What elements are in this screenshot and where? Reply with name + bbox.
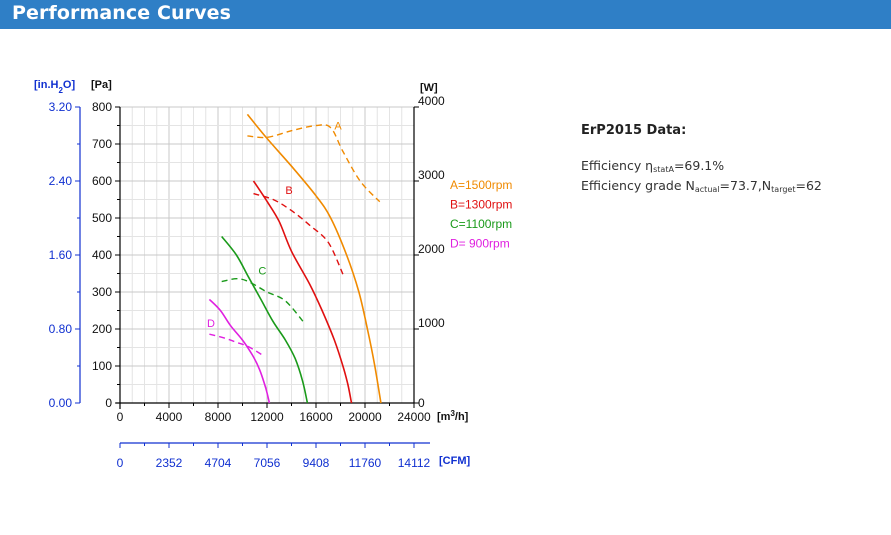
- efficiency-line: Efficiency ηstatA=69.1%: [581, 158, 822, 178]
- chart-legend: A=1500rpm B=1300rpm C=1100rpm D= 900rpm: [450, 178, 512, 251]
- pa-tick-label: 300: [92, 285, 112, 299]
- cfm-tick-label: 7056: [254, 456, 281, 470]
- w-tick-label: 0: [418, 396, 425, 410]
- inh2o-tick-label: 1.60: [49, 248, 73, 262]
- pa-tick-label: 800: [92, 100, 112, 114]
- pressure-curve-a: [246, 113, 382, 404]
- legend-entry-d: D= 900rpm: [450, 237, 510, 251]
- pa-tick-label: 700: [92, 137, 112, 151]
- curve-label-c: C: [258, 266, 266, 278]
- title-bar: Performance Curves: [0, 0, 891, 29]
- cfm-unit-label: [CFM]: [439, 455, 470, 467]
- grade-target-subscript: target: [771, 185, 796, 194]
- cfm-tick-label: 9408: [303, 456, 330, 470]
- cfm-tick-label: 14112: [398, 456, 431, 470]
- efficiency-value: =69.1%: [673, 158, 725, 173]
- inh2o-unit-label: [in.H2O]: [34, 79, 75, 95]
- grade-value: =62: [795, 178, 822, 193]
- pa-tick-label: 100: [92, 359, 112, 373]
- power-curve-a: [247, 124, 381, 203]
- cfm-tick-label: 0: [117, 456, 124, 470]
- power-curve-b: [253, 192, 344, 275]
- m3h-tick-label: 16000: [299, 410, 333, 424]
- cfm-tick-label: 2352: [156, 456, 183, 470]
- inh2o-tick-label: 3.20: [49, 100, 73, 114]
- grade-actual-subscript: actual: [694, 185, 720, 194]
- grade-mid: =73.7,N: [719, 178, 772, 193]
- curve-label-d: D: [207, 318, 215, 330]
- w-tick-label: 1000: [418, 316, 445, 330]
- inh2o-tick-label: 2.40: [49, 174, 73, 188]
- power-curve-c: [221, 277, 306, 325]
- legend-entry-a: A=1500rpm: [450, 178, 512, 192]
- erp-heading: ErP2015 Data:: [581, 123, 687, 138]
- m3h-tick-label: 8000: [205, 410, 232, 424]
- m3h-tick-label: 20000: [348, 410, 382, 424]
- pa-tick-label: 400: [92, 248, 112, 262]
- pa-tick-label: 0: [105, 396, 112, 410]
- inh2o-tick-label: 0.80: [49, 322, 73, 336]
- m3h-unit-label: [m3/h]: [437, 409, 469, 424]
- cfm-tick-label: 11760: [349, 456, 382, 470]
- efficiency-subscript: statA: [653, 165, 674, 174]
- curve-label-b: B: [285, 185, 292, 197]
- inh2o-tick-label: 0.00: [49, 396, 73, 410]
- w-unit-label: [W]: [420, 82, 438, 94]
- cfm-tick-label: 4704: [205, 456, 232, 470]
- efficiency-grade-line: Efficiency grade Nactual=73.7,Ntarget=62: [581, 178, 822, 198]
- efficiency-label: Efficiency η: [581, 158, 654, 173]
- pressure-curve-c: [221, 236, 309, 404]
- w-tick-label: 2000: [418, 242, 445, 256]
- curve-label-a: A: [334, 121, 342, 133]
- m3h-tick-label: 24000: [397, 410, 431, 424]
- legend-entry-b: B=1300rpm: [450, 198, 512, 212]
- pa-tick-label: 500: [92, 211, 112, 225]
- legend-entry-c: C=1100rpm: [450, 217, 512, 231]
- w-tick-label: 3000: [418, 168, 445, 182]
- w-tick-label: 4000: [418, 94, 445, 108]
- erp-data-panel: ErP2015 Data: Efficiency ηstatA=69.1% Ef…: [581, 123, 822, 198]
- page-title: Performance Curves: [12, 2, 232, 24]
- pa-unit-label: [Pa]: [91, 79, 112, 91]
- pressure-curve-b: [252, 180, 353, 404]
- chart-curves: A B C D: [207, 113, 382, 404]
- chart-grid: [119, 106, 415, 404]
- m3h-tick-label: 12000: [250, 410, 284, 424]
- pa-tick-label: 600: [92, 174, 112, 188]
- pressure-curve-d: [208, 298, 271, 404]
- pa-tick-label: 200: [92, 322, 112, 336]
- grade-label: Efficiency grade N: [581, 178, 695, 193]
- power-curve-d: [209, 333, 265, 357]
- m3h-tick-label: 4000: [156, 410, 183, 424]
- m3h-tick-label: 0: [117, 410, 124, 424]
